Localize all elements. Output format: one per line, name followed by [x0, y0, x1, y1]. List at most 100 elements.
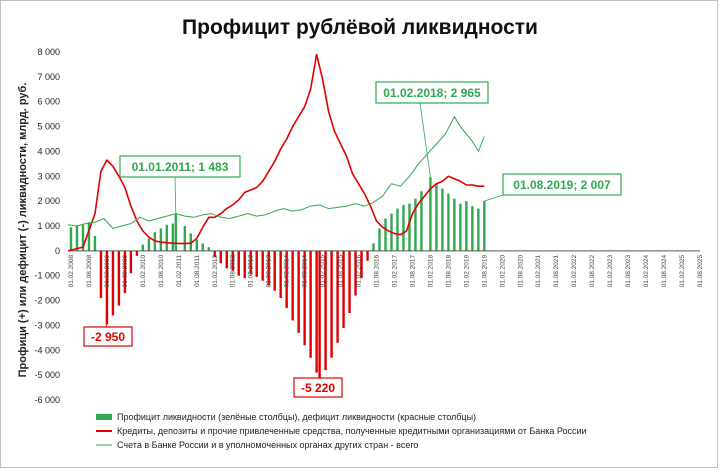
bar	[441, 188, 444, 251]
bar	[360, 250, 363, 279]
bars-layer	[69, 177, 486, 381]
bar	[69, 227, 73, 251]
annotation-box	[375, 81, 489, 104]
credits-line	[67, 53, 485, 252]
bar	[129, 250, 133, 274]
bar	[384, 218, 387, 251]
x-tick-label: 01.08.2019	[481, 254, 488, 287]
bar	[174, 213, 178, 251]
legend-label: Кредиты, депозиты и прочие привлеченные …	[117, 426, 587, 436]
x-tick-label: 01.08.2018	[445, 254, 452, 287]
x-tick-label: 01.02.2022	[571, 254, 578, 287]
y-tick-label: 4 000	[37, 146, 60, 156]
bar	[435, 183, 438, 251]
legend: Профицит ликвидности (зелёные столбцы), …	[96, 412, 587, 450]
legend-swatch-bar	[96, 414, 112, 420]
bar	[315, 250, 318, 373]
annotation-box	[119, 155, 241, 178]
x-tick-label: 01.08.2011	[194, 254, 201, 286]
bar	[147, 238, 151, 251]
x-tick-label: 01.08.2014	[302, 254, 309, 287]
bar	[261, 250, 264, 281]
bar	[213, 250, 216, 258]
bar	[372, 243, 375, 251]
x-tick-label: 01.02.2019	[463, 254, 470, 287]
bar	[465, 201, 468, 251]
bar	[273, 250, 276, 291]
x-tick-label: 01.08.2013	[266, 254, 273, 287]
x-tick-label: 01.08.2021	[553, 254, 560, 287]
x-tick-label: 01.08.2016	[374, 254, 381, 287]
bar	[195, 239, 198, 251]
x-tick-label: 01.08.2024	[661, 254, 668, 287]
bar	[171, 223, 175, 251]
bar	[255, 250, 258, 277]
x-tick-label: 01.08.2020	[517, 254, 524, 287]
annotation-label: -2 950	[91, 330, 125, 344]
x-tick-label: 01.08.2025	[697, 254, 704, 287]
y-tick-label: 1 000	[37, 221, 60, 231]
bar	[123, 250, 127, 294]
bar	[366, 250, 369, 261]
bar	[111, 250, 115, 316]
annotations-layer: 01.01.2011; 1 483 01.02.2018; 2 965 01.08.…	[83, 81, 622, 398]
y-tick-label: -3 000	[34, 320, 60, 330]
bar	[141, 244, 145, 251]
bar	[117, 250, 121, 306]
axes-layer: 8 000 7 000 6 000 5 000 4 000 3 000 2 000 1 000…	[34, 47, 704, 405]
bar	[201, 243, 204, 251]
y-tick-label: -4 000	[34, 345, 60, 355]
y-tick-label: -6 000	[34, 395, 60, 405]
x-tick-label: 01.02.2017	[391, 254, 398, 287]
annotation-label: 01.02.2018; 2 965	[383, 86, 481, 100]
bar	[207, 247, 210, 251]
x-tick-label: 01.02.2024	[643, 254, 650, 287]
x-tick-label: 01.02.2015	[320, 254, 327, 287]
y-tick-label: 8 000	[37, 47, 60, 57]
x-tick-label: 01.02.2009	[104, 254, 111, 287]
y-tick-label: 2 000	[37, 196, 60, 206]
bar	[249, 250, 252, 275]
bar	[225, 250, 228, 269]
bar	[483, 200, 486, 251]
y-tick-label: 7 000	[37, 72, 60, 82]
x-tick-label: 01.02.2008	[68, 254, 75, 287]
x-tick-label: 01.02.2011	[176, 254, 183, 286]
bar	[477, 208, 480, 251]
x-tick-label: 01.02.2012	[212, 254, 219, 287]
bar	[75, 226, 79, 251]
x-tick-label: 01.02.2014	[284, 254, 291, 287]
bar	[429, 177, 432, 251]
bar	[93, 235, 97, 251]
bar	[354, 250, 357, 296]
bar	[87, 222, 91, 251]
annotation-label: 01.01.2011; 1 483	[132, 160, 229, 174]
bar	[420, 191, 423, 251]
legend-label: Счета в Банке России и в уполномоченных …	[117, 440, 418, 450]
annotation-label: -5 220	[301, 381, 335, 395]
x-tick-label: 01.08.2008	[86, 254, 93, 287]
bar	[330, 250, 333, 358]
x-tick-label: 01.08.2009	[122, 254, 129, 287]
bar	[243, 250, 246, 279]
bar	[231, 250, 234, 271]
annotation-box	[502, 173, 622, 196]
bar	[342, 250, 345, 328]
bar	[219, 250, 222, 264]
x-tick-label: 01.02.2023	[607, 254, 614, 287]
bar	[447, 193, 450, 251]
bar	[303, 250, 306, 346]
annotation-label: 01.08.2019; 2 007	[513, 178, 611, 192]
bar	[459, 203, 462, 251]
x-tick-label: 01.02.2021	[535, 254, 542, 287]
chart-title: Профицит рублёвой ликвидности	[182, 16, 538, 39]
bar	[183, 226, 187, 251]
bar	[159, 228, 163, 251]
bar	[402, 204, 405, 251]
y-tick-label: -5 000	[34, 370, 60, 380]
bar	[237, 250, 240, 276]
x-tick-label: 01.02.2025	[679, 254, 686, 287]
annotation-box	[293, 377, 343, 398]
bar	[105, 250, 109, 325]
